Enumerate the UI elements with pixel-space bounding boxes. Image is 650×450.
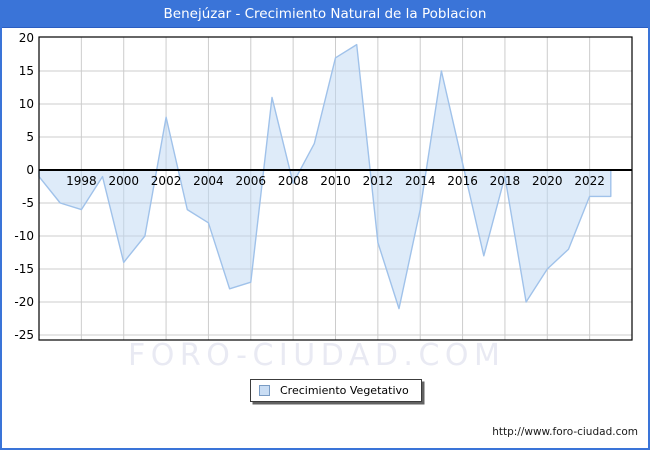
x-tick-label: 2004 (193, 174, 224, 188)
legend-swatch-icon (259, 385, 270, 396)
x-tick-label: 2006 (236, 174, 267, 188)
x-tick-label: 2010 (320, 174, 351, 188)
y-tick-label: -25 (14, 328, 34, 342)
y-tick-label: 10 (19, 97, 34, 111)
y-tick-label: -20 (14, 295, 34, 309)
chart-title: Benejúzar - Crecimiento Natural de la Po… (2, 2, 648, 28)
legend-label: Crecimiento Vegetativo (280, 384, 409, 397)
y-tick-label: -5 (22, 196, 34, 210)
y-tick-label: 15 (19, 64, 34, 78)
x-tick-label: 2018 (490, 174, 521, 188)
x-tick-label: 2016 (447, 174, 478, 188)
watermark: FORO-CIUDAD.COM (128, 338, 506, 373)
y-tick-label: -10 (14, 229, 34, 243)
x-tick-label: 2014 (405, 174, 436, 188)
x-tick-label: 2020 (532, 174, 563, 188)
site-url: http://www.foro-ciudad.com (492, 426, 638, 438)
x-tick-label: 2022 (574, 174, 605, 188)
y-tick-label: 20 (19, 31, 34, 45)
x-tick-label: 2008 (278, 174, 309, 188)
y-tick-label: 0 (26, 163, 34, 177)
y-tick-label: -15 (14, 262, 34, 276)
area-series (38, 43, 612, 310)
plot-border (38, 36, 633, 341)
legend: Crecimiento Vegetativo (250, 379, 422, 402)
y-tick-label: 5 (26, 130, 34, 144)
x-tick-label: 2002 (151, 174, 182, 188)
x-tick-label: 2000 (108, 174, 139, 188)
x-tick-label: 2012 (363, 174, 394, 188)
x-tick-label: 1998 (66, 174, 97, 188)
